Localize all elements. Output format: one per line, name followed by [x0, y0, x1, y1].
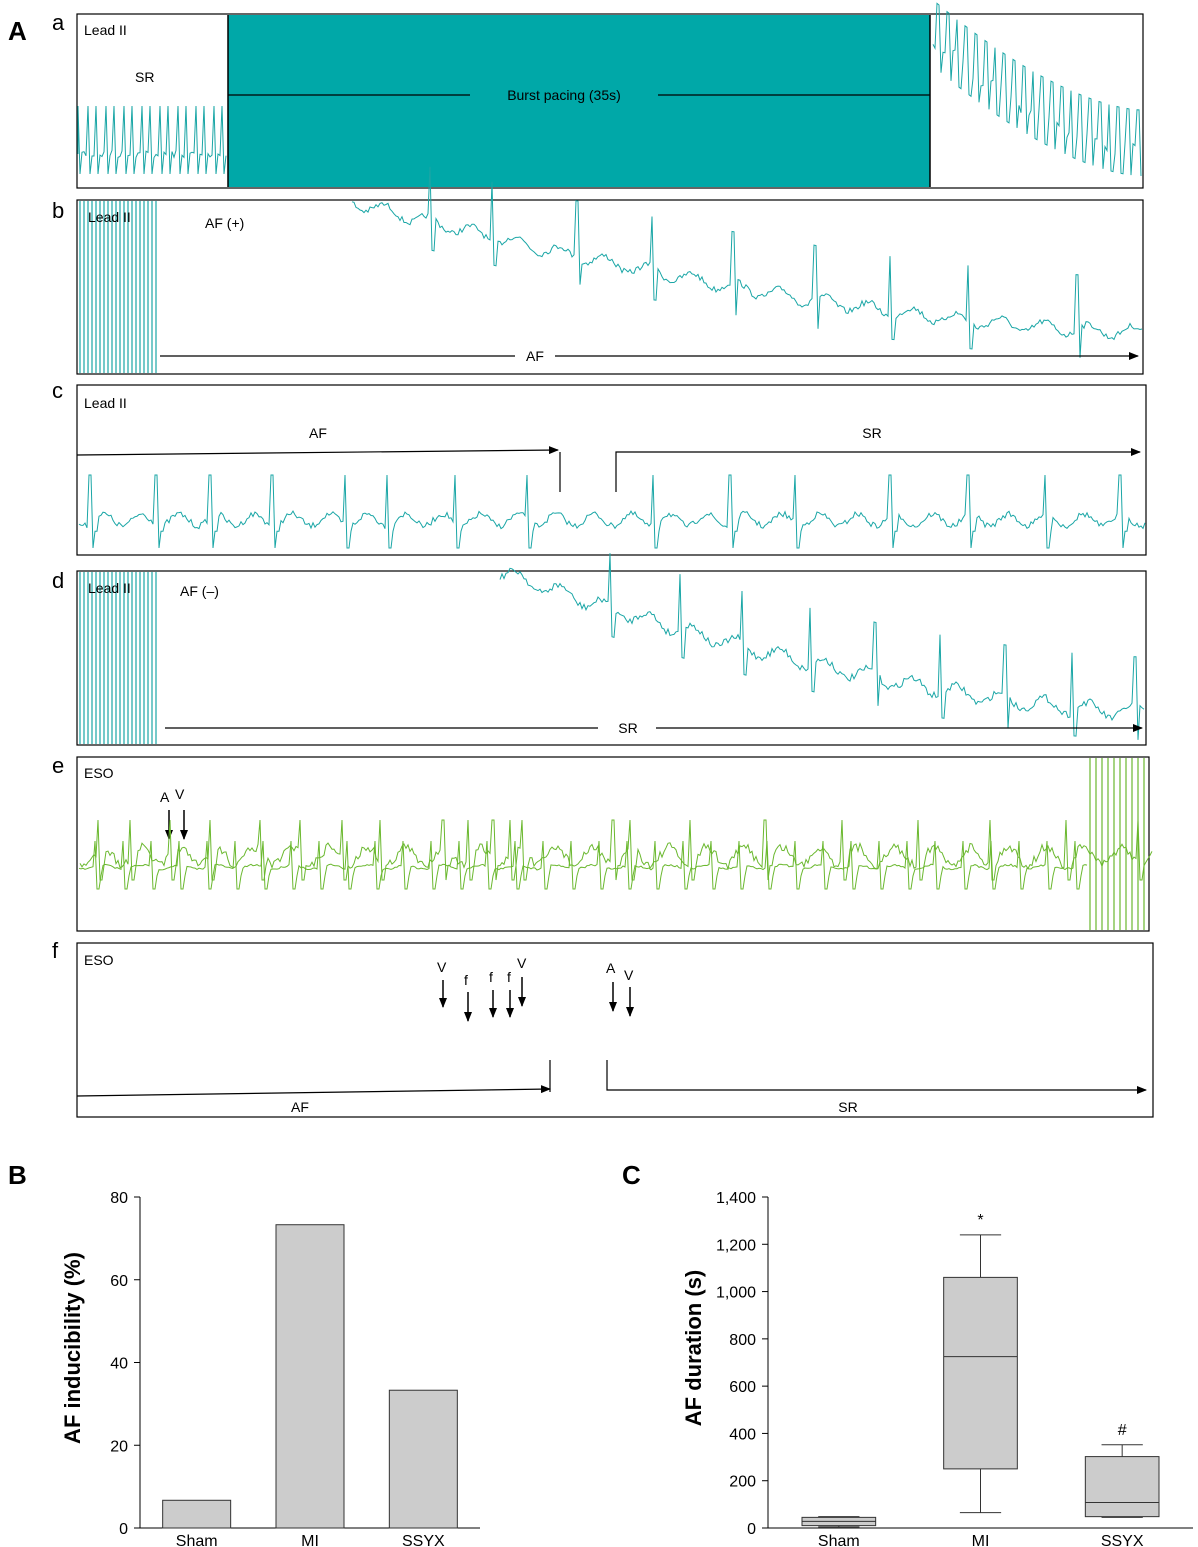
trace-d-letter: d — [52, 568, 64, 593]
trace-f-f2-label: f — [489, 969, 493, 985]
chart-c-y-tick-label: 1,400 — [716, 1190, 756, 1207]
chart-c-y-tick-label: 400 — [729, 1426, 756, 1443]
trace-d-sr-label: SR — [618, 720, 637, 736]
trace-c-af-label: AF — [309, 425, 327, 441]
trace-a-frame — [76, 13, 1144, 189]
trace-a-post-pacing-waveform — [932, 2, 1142, 177]
trace-d-frame — [76, 570, 1147, 746]
trace-f-sr-arrow — [606, 1060, 1147, 1094]
chart-c-y-tick-label: 0 — [747, 1521, 756, 1538]
chart-b-bar-mi — [275, 1224, 345, 1529]
chart-b-y-tick-label: 60 — [110, 1273, 128, 1290]
trace-d-pacing-spikes — [79, 572, 157, 744]
chart-c-y-tick-label: 1,000 — [716, 1285, 756, 1302]
trace-b-lead-label: Lead II — [88, 209, 131, 225]
trace-f-waveform — [79, 819, 1153, 881]
trace-f-v2-label: V — [517, 955, 527, 971]
trace-f-frame — [76, 942, 1154, 1118]
chart-c-y-tick-label: 600 — [729, 1379, 756, 1396]
trace-f-f1-label: f — [464, 972, 468, 988]
chart-b-bar-sham — [162, 1499, 232, 1529]
chart-c-box-ssyx-significance-mark: # — [1118, 1422, 1127, 1439]
trace-a-lead-label: Lead II — [84, 22, 127, 38]
trace-b-af-plus-label: AF (+) — [205, 215, 244, 231]
trace-e: e ESO A V — [52, 753, 1150, 932]
chart-b-x-tick-label: SSYX — [402, 1533, 445, 1547]
trace-c: c Lead II AF SR — [52, 378, 1147, 556]
chart-b: B AF inducibility (%) 0 20 40 60 80 Sham MI SS… — [8, 1160, 480, 1547]
trace-c-letter: c — [52, 378, 63, 403]
trace-c-waveform — [78, 474, 1146, 549]
chart-b-y-tick-label: 20 — [110, 1438, 128, 1455]
chart-c-y-tick-label: 200 — [729, 1474, 756, 1491]
chart-b-y-tick-label: 0 — [119, 1521, 128, 1538]
trace-a: a Lead II SR Burst pacing (35s) — [52, 2, 1144, 189]
trace-f-lead-label: ESO — [84, 952, 114, 968]
chart-b-y-tick-label: 80 — [110, 1190, 128, 1207]
trace-d: d Lead II AF (–) SR — [52, 553, 1147, 746]
burst-pacing-label: Burst pacing (35s) — [507, 87, 621, 103]
trace-f-v1-label: V — [437, 959, 447, 975]
trace-c-sr-arrow — [615, 448, 1141, 492]
trace-b-af-waveform — [351, 166, 1143, 358]
chart-b-y-tick-label: 40 — [110, 1356, 128, 1373]
trace-f-f3-label: f — [507, 969, 511, 985]
trace-b-frame — [76, 199, 1144, 375]
trace-e-pacing-spikes — [1089, 758, 1145, 930]
trace-f-af-arrow — [76, 1085, 551, 1097]
chart-c-x-tick-label: MI — [972, 1533, 990, 1547]
trace-f-sr-label: SR — [838, 1099, 857, 1115]
chart-b-y-axis-title: AF inducibility (%) — [60, 1252, 85, 1444]
trace-d-af-minus-label: AF (–) — [180, 583, 219, 599]
chart-c-box-mi — [943, 1276, 1018, 1470]
chart-b-bar-ssyx — [388, 1389, 458, 1529]
trace-b-pacing-spikes — [79, 201, 157, 373]
trace-c-lead-label: Lead II — [84, 395, 127, 411]
trace-f-letter: f — [52, 938, 59, 963]
chart-b-x-tick-label: Sham — [176, 1533, 218, 1547]
trace-e-a-label: A — [160, 789, 170, 805]
chart-c-x-tick-label: SSYX — [1101, 1533, 1144, 1547]
trace-c-af-arrow — [76, 446, 559, 456]
trace-b-af-label: AF — [526, 348, 544, 364]
trace-c-sr-label: SR — [862, 425, 881, 441]
trace-e-lead-label: ESO — [84, 765, 114, 781]
chart-c-y-axis-title: AF duration (s) — [681, 1270, 706, 1426]
trace-e-waveform — [78, 840, 1088, 890]
trace-e-frame — [76, 756, 1150, 932]
chart-b-panel-letter: B — [8, 1160, 27, 1190]
trace-f-af-label: AF — [291, 1099, 309, 1115]
panel-a-letter: A — [8, 16, 27, 46]
trace-f-a-label: A — [606, 960, 616, 976]
trace-a-sr-waveform — [77, 105, 227, 175]
chart-c-panel-letter: C — [622, 1160, 641, 1190]
chart-c-y-tick-label: 800 — [729, 1332, 756, 1349]
trace-a-letter: a — [52, 10, 65, 35]
chart-c-box-mi-significance-mark: * — [977, 1212, 983, 1229]
trace-e-letter: e — [52, 753, 64, 778]
burst-pacing-block — [228, 15, 930, 187]
chart-c-box-ssyx — [1084, 1456, 1160, 1518]
trace-e-v-label: V — [175, 786, 185, 802]
chart-c-x-tick-label: Sham — [818, 1533, 860, 1547]
chart-b-x-tick-label: MI — [301, 1533, 319, 1547]
trace-c-frame — [76, 384, 1147, 556]
trace-b: b Lead II AF (+) AF — [52, 166, 1144, 375]
trace-f-v3-label: V — [624, 967, 634, 983]
chart-c-y-tick-label: 1,200 — [716, 1237, 756, 1254]
trace-b-letter: b — [52, 198, 64, 223]
trace-d-waveform — [499, 553, 1145, 740]
chart-c: C AF duration (s) 0 200 400 600 800 1,000 1,20… — [622, 1160, 1193, 1547]
trace-d-lead-label: Lead II — [88, 580, 131, 596]
trace-a-sr-label: SR — [135, 69, 154, 85]
trace-f: f ESO V f f f V A V AF SR — [52, 819, 1154, 1118]
